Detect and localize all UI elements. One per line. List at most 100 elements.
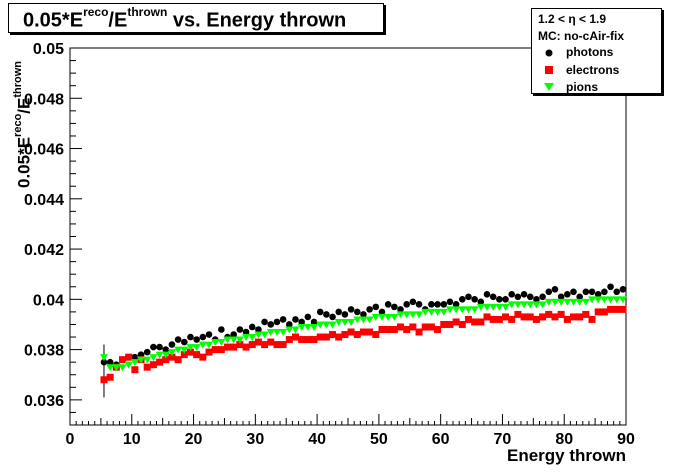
- photons-point: [248, 323, 256, 331]
- electrons-point: [180, 351, 188, 359]
- photons-point: [440, 301, 448, 308]
- electrons-point: [483, 313, 491, 321]
- x-tick-label: 20: [185, 431, 203, 448]
- pions-point: [149, 354, 158, 362]
- electrons-point: [335, 333, 343, 341]
- pions-point: [106, 364, 115, 372]
- pions-point: [557, 298, 566, 306]
- electrons-point: [446, 320, 454, 328]
- photons-point: [335, 308, 343, 316]
- electrons-point: [156, 358, 164, 366]
- pions-point: [260, 331, 269, 339]
- pions-point: [569, 298, 578, 306]
- chart-title-box: 0.05*Ereco/Ethrown vs. Energy thrown: [8, 3, 384, 33]
- electrons-point: [563, 315, 571, 323]
- photons-point: [156, 343, 163, 351]
- electrons-point: [594, 308, 602, 316]
- electrons-point: [261, 341, 269, 349]
- photons-point: [471, 296, 478, 303]
- photons-point: [372, 303, 380, 311]
- electrons-point: [193, 351, 201, 359]
- electrons-point: [100, 376, 108, 384]
- electrons-point: [211, 346, 219, 354]
- photons-point: [551, 285, 559, 293]
- photons-point: [434, 301, 441, 308]
- photons-point: [162, 346, 170, 353]
- electrons-point: [403, 325, 411, 333]
- photons-point: [353, 308, 361, 316]
- pions-point: [483, 303, 491, 311]
- electrons-point: [119, 356, 127, 364]
- electrons-point: [600, 308, 608, 316]
- pions-point: [99, 354, 108, 362]
- electrons-point: [557, 310, 565, 318]
- photons-point: [539, 293, 546, 301]
- photons-point: [607, 283, 614, 291]
- photons-point: [397, 306, 404, 313]
- electrons-point: [291, 333, 299, 341]
- pions-point: [464, 306, 473, 314]
- photons-point: [594, 291, 602, 298]
- photons-point: [286, 321, 293, 328]
- photons-point: [267, 321, 275, 328]
- pions-point: [458, 306, 467, 314]
- x-tick-label: 10: [123, 431, 141, 448]
- photons-point: [310, 318, 318, 326]
- electrons-point: [464, 315, 472, 323]
- pions-point: [452, 306, 461, 314]
- electrons-point: [353, 331, 361, 339]
- pions-point: [322, 321, 331, 329]
- pions-point: [223, 336, 232, 344]
- pions-point: [303, 323, 312, 331]
- electrons-point: [285, 336, 293, 344]
- pions-point: [384, 313, 393, 321]
- pions-point: [489, 303, 498, 311]
- pions-point: [606, 296, 615, 304]
- pions-point: [328, 321, 337, 329]
- photons-point: [428, 301, 435, 308]
- electrons-point: [384, 325, 392, 333]
- electrons-point: [186, 348, 194, 356]
- y-tick-label: 0.036: [24, 393, 64, 410]
- legend-entry-photons: photons: [566, 45, 614, 59]
- plot-frame: [69, 47, 627, 426]
- photons-point: [261, 318, 268, 326]
- photons-point: [619, 285, 627, 293]
- pions-point: [427, 308, 436, 316]
- photons-point: [366, 306, 373, 313]
- pions-point: [550, 298, 559, 306]
- photons-point: [187, 333, 194, 341]
- pions-point: [495, 303, 504, 311]
- electrons-point: [224, 343, 232, 351]
- electrons-point: [125, 353, 133, 361]
- electrons-point: [434, 325, 442, 333]
- photons-point: [341, 311, 349, 318]
- electrons-point: [569, 313, 577, 321]
- y-tick-label: 0.044: [24, 192, 64, 209]
- pions-point: [501, 303, 510, 311]
- legend-markers: [544, 49, 554, 91]
- pions-point: [137, 356, 146, 364]
- photons-point: [613, 288, 621, 296]
- electrons-point: [310, 336, 318, 344]
- electrons-point: [329, 331, 337, 339]
- electrons-point: [489, 315, 497, 323]
- pions-point: [242, 334, 251, 342]
- electrons-point: [149, 361, 157, 369]
- photons-point: [601, 288, 608, 296]
- photons-point: [403, 301, 410, 308]
- pions-point: [377, 313, 386, 321]
- y-tick-label: 0.038: [24, 343, 64, 360]
- electrons-point: [520, 313, 528, 321]
- pions-point: [520, 301, 529, 309]
- pions-point: [155, 351, 164, 359]
- photons-point: [205, 331, 213, 338]
- photons-point: [273, 318, 281, 326]
- pions-point: [408, 311, 417, 319]
- photons-point: [279, 316, 287, 323]
- photons-point: [143, 348, 151, 356]
- pions-point: [371, 313, 380, 321]
- legend-mc-label: MC: no-cAir-fix: [538, 29, 624, 43]
- pions-point: [445, 306, 454, 314]
